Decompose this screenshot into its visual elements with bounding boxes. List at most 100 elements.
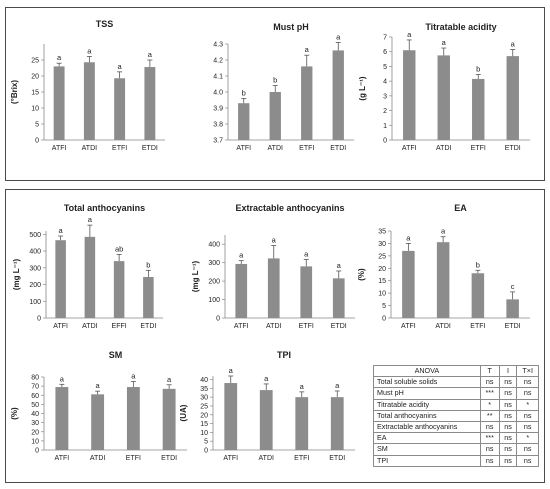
anova-row-label: TPI — [373, 454, 481, 467]
bar-etdi — [332, 50, 344, 140]
significance-letter: b — [273, 76, 277, 85]
y-tick-label: 0 — [35, 138, 39, 145]
x-tick-label: ATDI — [268, 145, 283, 152]
y-tick-label: 35 — [200, 386, 208, 393]
anova-table: ANOVA T I T×I Total soluble solids ns ns… — [373, 364, 539, 467]
y-tick-label: 200 — [29, 282, 41, 289]
x-tick-label: ATDI — [436, 145, 451, 152]
y-tick-label: 15 — [378, 278, 386, 285]
significance-letter: b — [476, 260, 480, 269]
y-tick-label: 20 — [31, 429, 39, 436]
significance-letter: a — [406, 233, 411, 242]
bar-etfi — [126, 387, 140, 450]
y-tick-label: 3 — [383, 93, 387, 100]
anova-header-t: T — [479, 364, 500, 378]
anova-row: Titratable acidity * ns * — [373, 398, 539, 411]
x-tick-label: ATFI — [53, 323, 68, 330]
y-axis-label: (UA) — [179, 404, 188, 421]
x-tick-label: ETDI — [140, 323, 156, 330]
anova-cell: ns — [498, 398, 518, 411]
anova-cell: ns — [498, 432, 518, 445]
y-tick-label: 20 — [200, 412, 208, 419]
bar-atfi — [403, 50, 416, 140]
anova-row: Total anthocyanins ** ns ns — [373, 409, 539, 422]
anova-cell: ns — [498, 443, 518, 456]
y-tick-label: 10 — [200, 430, 208, 437]
anova-cell: ns — [516, 420, 539, 434]
anova-cell: ns — [498, 409, 518, 422]
bar-atdi — [269, 92, 281, 140]
anova-row: TPI ns ns ns — [373, 454, 539, 467]
anova-cell: ns — [516, 409, 539, 422]
bar-atfi — [402, 250, 415, 318]
x-tick-label: ATFI — [236, 145, 251, 152]
significance-letter: b — [242, 88, 246, 97]
bar-atfi — [55, 387, 69, 450]
anova-row: Must pH *** ns ns — [373, 387, 539, 400]
x-tick-label: ATFI — [223, 455, 238, 462]
y-tick-label: 10 — [378, 291, 386, 298]
anova-row-label: EA — [373, 432, 481, 445]
significance-letter: c — [511, 282, 515, 291]
y-tick-label: 500 — [29, 232, 41, 239]
y-axis-label: (%) — [10, 407, 19, 420]
anova-header-i: I — [498, 364, 518, 378]
x-tick-label: ATDI — [259, 455, 274, 462]
significance-letter: a — [87, 46, 92, 55]
anova-header-name: ANOVA — [373, 364, 481, 378]
significance-letter: a — [336, 32, 341, 41]
bar-etdi — [143, 277, 154, 318]
y-tick-label: 40 — [31, 411, 39, 418]
x-tick-label: ATDI — [82, 145, 97, 152]
chart-title: Must pH — [273, 22, 309, 32]
anova-cell: ns — [479, 376, 500, 389]
significance-letter: a — [167, 375, 172, 384]
x-tick-label: ATFI — [52, 145, 67, 152]
bar-etfi — [295, 397, 309, 450]
y-tick-label: 6 — [383, 49, 387, 56]
significance-letter: a — [442, 38, 447, 47]
x-tick-label: ATDI — [435, 323, 450, 330]
x-tick-label: ETDI — [329, 455, 345, 462]
anova-cell: ns — [516, 376, 539, 389]
anova-row-label: Must pH — [373, 387, 481, 400]
x-tick-label: ETDI — [505, 145, 521, 152]
y-tick-label: 60 — [31, 393, 39, 400]
x-tick-label: ATDI — [266, 323, 281, 330]
x-tick-label: ATDI — [90, 455, 105, 462]
significance-letter: a — [407, 30, 412, 39]
y-tick-label: 30 — [31, 420, 39, 427]
bar-etdi — [332, 278, 345, 318]
y-tick-label: 15 — [200, 421, 208, 428]
anova-row-label: Extractable anthocyanins — [373, 420, 481, 434]
bar-atfi — [53, 66, 65, 140]
y-axis-label: (mg L⁻¹) — [12, 259, 21, 291]
bar-atdi — [437, 55, 450, 141]
y-tick-label: 40 — [200, 377, 208, 384]
x-tick-label: ATFI — [55, 455, 70, 462]
anova-cell: ns — [498, 454, 518, 467]
anova-cell: *** — [479, 387, 500, 400]
anova-cell: ns — [516, 454, 539, 467]
anova-header-row: ANOVA T I T×I — [373, 364, 539, 378]
significance-letter: a — [272, 236, 277, 245]
significance-letter: a — [229, 366, 234, 375]
y-tick-label: 20 — [31, 74, 39, 81]
x-tick-label: ATFI — [234, 323, 249, 330]
anova-cell: ns — [479, 454, 500, 467]
significance-letter: b — [146, 260, 150, 269]
significance-letter: a — [511, 40, 516, 49]
x-tick-label: ETDI — [142, 145, 158, 152]
x-tick-label: ATFI — [401, 323, 416, 330]
anova-row-label: Total soluble solids — [373, 376, 481, 389]
y-tick-label: 80 — [31, 375, 39, 382]
anova-cell: ns — [498, 420, 518, 434]
bar-etfi — [113, 261, 125, 318]
significance-letter: b — [476, 65, 480, 74]
y-tick-label: 4.1 — [213, 74, 223, 81]
y-tick-label: 400 — [208, 242, 220, 249]
chart-title: TSS — [96, 19, 114, 29]
x-tick-label: EFFI — [112, 323, 127, 330]
chart-title: Total anthocyanins — [64, 203, 145, 213]
x-tick-label: ATFI — [402, 145, 417, 152]
